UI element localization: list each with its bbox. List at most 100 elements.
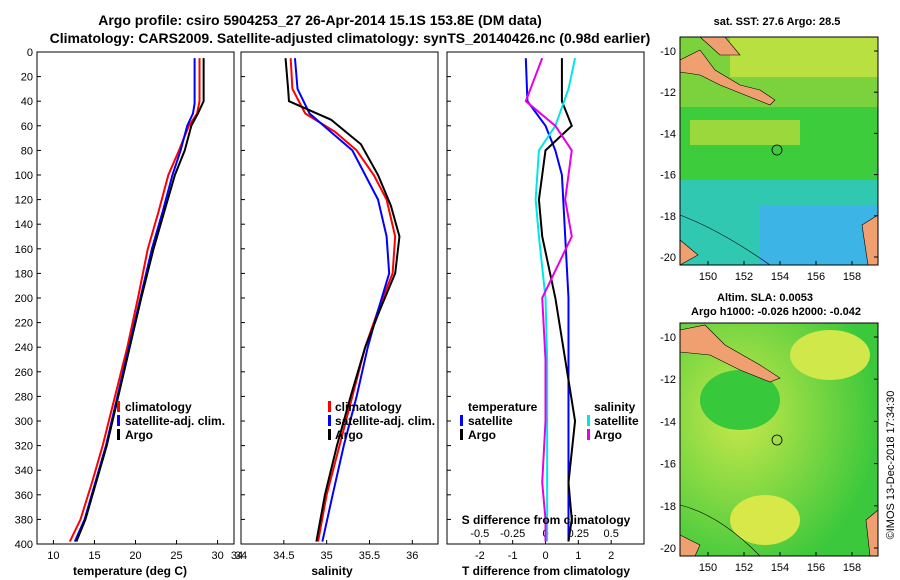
sla-map [679, 322, 879, 557]
map-y-tick-label: -20 [660, 543, 676, 555]
x-tick-label: -1 [508, 550, 518, 562]
x-tick-label: 1 [575, 550, 581, 562]
top-tick-label: -0.5 [470, 528, 489, 540]
map-x-tick-label: 154 [771, 271, 789, 283]
difference-legend: temperature satellite Argo salinity sate… [460, 400, 639, 442]
y-tick-label: 0 [27, 47, 33, 59]
legend-climatology: climatology [125, 400, 192, 414]
y-tick-label: 380 [15, 514, 33, 526]
x-tick-label: 34 [231, 550, 243, 562]
y-tick-label: 100 [15, 170, 33, 182]
x-tick-label: 25 [170, 550, 182, 562]
map-y-tick-label: -18 [660, 211, 676, 223]
y-tick-label: 180 [15, 268, 33, 280]
map-x-tick-label: 152 [735, 271, 753, 283]
y-tick-label: 220 [15, 318, 33, 330]
y-tick-label: 20 [21, 72, 33, 84]
x-tick-label: -2 [475, 550, 485, 562]
map-axes: 150 152 154 156 158 -10 -12 -14 -16 -18 -20 150 152 1… [660, 46, 878, 574]
series-line [73, 58, 196, 542]
x-tick-label: 34.5 [273, 550, 294, 562]
map-y-tick-label: -20 [660, 252, 676, 264]
temperature-panel [36, 51, 235, 545]
series-line [534, 57, 577, 542]
x-tick-label: 34 [235, 550, 247, 562]
y-tick-label: 80 [21, 145, 33, 157]
legend-climatology: climatology [335, 400, 402, 414]
salinity-xlabel: salinity [311, 564, 353, 578]
map-x-tick-label: 156 [807, 562, 825, 574]
x-tick-label: 35 [321, 550, 333, 562]
x-tick-label: 15 [88, 550, 100, 562]
y-tick-label: 320 [15, 441, 33, 453]
title-line2: Climatology: CARS2009. Satellite-adjuste… [50, 30, 651, 46]
x-tick-label: 0 [542, 550, 548, 562]
series-line [75, 58, 205, 542]
salinity-legend: climatology satellite-adj. clim. Argo [328, 400, 435, 442]
legend-t-argo: Argo [468, 428, 496, 442]
sla-map-title1: Altim. SLA: 0.0053 [717, 292, 813, 304]
legend-argo: Argo [125, 428, 153, 442]
legend-temperature: temperature [468, 400, 538, 414]
map-y-tick-label: -14 [660, 128, 676, 140]
map-x-tick-label: 154 [771, 562, 789, 574]
difference-top-xlabel: S difference from climatology [462, 513, 631, 527]
map-y-tick-label: -14 [660, 416, 676, 428]
top-tick-label: 0.5 [604, 528, 619, 540]
top-tick-label: -0.25 [500, 528, 525, 540]
y-tick-label: 200 [15, 293, 33, 305]
map-y-tick-label: -16 [660, 170, 676, 182]
y-tick-label: 360 [15, 490, 33, 502]
x-tick-label: 20 [129, 550, 141, 562]
map-x-tick-label: 150 [699, 562, 717, 574]
series-line [524, 57, 573, 542]
sla-map-title2: Argo h1000: -0.026 h2000: -0.042 [691, 306, 861, 318]
y-tick-label: 340 [15, 465, 33, 477]
map-y-tick-label: -12 [660, 374, 676, 386]
legend-s-argo: Argo [594, 428, 622, 442]
map-x-tick-label: 158 [843, 562, 861, 574]
y-tick-label: 60 [21, 121, 33, 133]
series-line [284, 58, 401, 542]
y-tick-label: 140 [15, 219, 33, 231]
y-tick-label: 260 [15, 367, 33, 379]
y-tick-label: 120 [15, 195, 33, 207]
x-tick-label: 10 [47, 550, 59, 562]
map-y-tick-label: -12 [660, 87, 676, 99]
map-y-tick-label: -18 [660, 501, 676, 513]
temperature-xlabel: temperature (deg C) [73, 564, 187, 578]
map-x-tick-label: 156 [807, 271, 825, 283]
y-tick-label: 40 [21, 96, 33, 108]
title-line1: Argo profile: csiro 5904253_27 26-Apr-20… [98, 12, 542, 28]
y-tick-label: 160 [15, 244, 33, 256]
map-y-tick-label: -10 [660, 332, 676, 344]
y-tick-label: 300 [15, 416, 33, 428]
legend-argo: Argo [335, 428, 363, 442]
difference-xlabel: T difference from climatology [462, 564, 630, 578]
x-tick-label: 2 [608, 550, 614, 562]
map-y-tick-label: -10 [660, 46, 676, 58]
map-y-tick-label: -16 [660, 459, 676, 471]
top-tick-label: 0.25 [568, 528, 589, 540]
series-line [293, 58, 391, 542]
map-x-tick-label: 150 [699, 271, 717, 283]
y-tick-label: 240 [15, 342, 33, 354]
legend-s-satellite: satellite [594, 414, 639, 428]
legend-t-satellite: satellite [468, 414, 513, 428]
legend-salinity: salinity [594, 400, 636, 414]
y-tick-label: 400 [15, 539, 33, 551]
y-tick-label: 280 [15, 391, 33, 403]
profile-lines [68, 57, 577, 542]
axes-group: 0204060801001201401601802002202402602803… [15, 47, 619, 562]
legend-satellite: satellite-adj. clim. [335, 414, 435, 428]
series-line [68, 58, 201, 542]
x-tick-label: 35.5 [359, 550, 380, 562]
temperature-legend: climatology satellite-adj. clim. Argo [117, 400, 225, 442]
x-tick-label: 30 [211, 550, 223, 562]
sst-map [679, 36, 879, 266]
map-x-tick-label: 158 [843, 271, 861, 283]
sst-map-title: sat. SST: 27.6 Argo: 28.5 [714, 16, 841, 28]
credit-text: ©IMOS 13-Dec-2018 17:34:30 [885, 391, 897, 540]
series-line [537, 58, 577, 542]
